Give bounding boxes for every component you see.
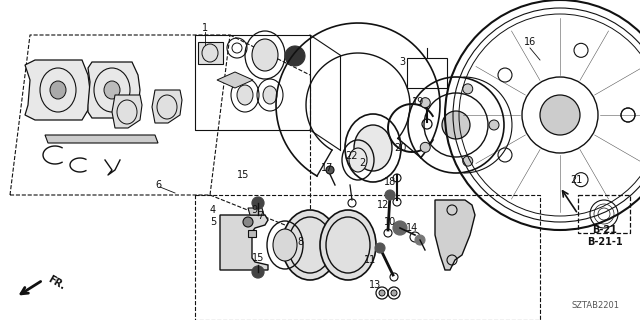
Ellipse shape <box>263 86 277 104</box>
Ellipse shape <box>463 84 473 94</box>
Text: 9: 9 <box>251 205 257 215</box>
Text: 6: 6 <box>155 180 161 190</box>
Text: 15: 15 <box>237 170 249 180</box>
Text: B-21
B-21-1: B-21 B-21-1 <box>587 225 623 247</box>
Ellipse shape <box>252 266 264 278</box>
Bar <box>248 230 256 237</box>
Polygon shape <box>217 72 253 88</box>
Ellipse shape <box>420 98 430 108</box>
Ellipse shape <box>50 81 66 99</box>
Text: 10: 10 <box>384 217 396 227</box>
Text: 5: 5 <box>210 217 216 227</box>
Text: 15: 15 <box>252 253 264 263</box>
Text: 22: 22 <box>346 151 358 161</box>
Text: 13: 13 <box>369 280 381 290</box>
Text: SZTAB2201: SZTAB2201 <box>572 301 620 310</box>
Text: 14: 14 <box>406 223 418 233</box>
Ellipse shape <box>540 95 580 135</box>
Ellipse shape <box>326 166 334 174</box>
Ellipse shape <box>379 290 385 296</box>
Text: 12: 12 <box>377 200 389 210</box>
Ellipse shape <box>415 235 425 245</box>
Text: 16: 16 <box>524 37 536 47</box>
Ellipse shape <box>252 197 264 209</box>
Polygon shape <box>45 135 158 143</box>
Bar <box>578 195 630 233</box>
Polygon shape <box>220 215 268 270</box>
Text: 3: 3 <box>399 57 405 67</box>
Text: 18: 18 <box>384 177 396 187</box>
Text: 7: 7 <box>257 211 263 221</box>
Ellipse shape <box>273 229 297 261</box>
Text: 2: 2 <box>359 158 365 168</box>
Ellipse shape <box>385 190 395 200</box>
Ellipse shape <box>375 243 385 253</box>
Ellipse shape <box>320 210 376 280</box>
Ellipse shape <box>463 156 473 166</box>
Ellipse shape <box>442 111 470 139</box>
Polygon shape <box>435 200 475 270</box>
Polygon shape <box>88 62 140 118</box>
Text: 11: 11 <box>364 255 376 265</box>
Text: 20: 20 <box>394 143 406 153</box>
Text: 1: 1 <box>202 23 208 33</box>
Ellipse shape <box>489 120 499 130</box>
Text: 4: 4 <box>210 205 216 215</box>
Text: 19: 19 <box>412 97 424 107</box>
Ellipse shape <box>349 148 367 172</box>
Ellipse shape <box>252 39 278 71</box>
Bar <box>407 58 447 88</box>
Polygon shape <box>248 208 264 215</box>
Polygon shape <box>152 90 182 123</box>
Text: 21: 21 <box>570 175 582 185</box>
Bar <box>198 42 223 64</box>
Ellipse shape <box>393 221 407 235</box>
Polygon shape <box>25 60 90 120</box>
Ellipse shape <box>391 290 397 296</box>
Ellipse shape <box>354 125 392 171</box>
Ellipse shape <box>243 217 253 227</box>
Ellipse shape <box>285 46 305 66</box>
Text: FR.: FR. <box>46 274 67 292</box>
Ellipse shape <box>104 81 120 99</box>
Ellipse shape <box>282 210 338 280</box>
Ellipse shape <box>237 85 253 105</box>
Text: 17: 17 <box>321 163 333 173</box>
Text: 8: 8 <box>297 237 303 247</box>
Polygon shape <box>112 95 142 128</box>
Ellipse shape <box>420 142 430 152</box>
